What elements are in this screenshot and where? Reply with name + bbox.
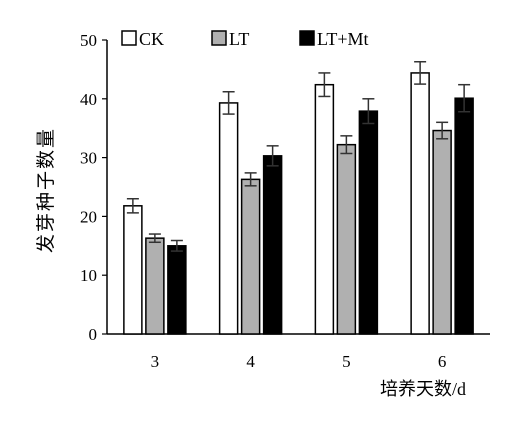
bar-ck-6 — [410, 72, 430, 335]
bar-ck-5 — [314, 83, 335, 335]
y-tick-label: 40 — [80, 90, 97, 109]
y-tick-label: 0 — [89, 325, 98, 344]
x-tick-label: 3 — [151, 352, 160, 371]
legend-label: LT+Mt — [317, 29, 369, 49]
bar-ck-4 — [218, 102, 239, 335]
x-tick-label: 4 — [246, 352, 255, 371]
chart-legend: CK LT LT+Mt — [121, 29, 369, 49]
bar-lt-mt-5 — [358, 110, 379, 335]
y-axis-label: 发芽种子数量 — [35, 127, 57, 253]
bar-lt-mt-4 — [262, 155, 283, 335]
legend-label: CK — [139, 29, 164, 49]
y-tick-label: 20 — [80, 207, 97, 226]
legend-label: LT — [229, 29, 249, 49]
bar-lt-6 — [432, 129, 452, 335]
y-tick-label: 50 — [80, 31, 97, 50]
legend-swatch — [211, 30, 227, 46]
legend-swatch — [299, 30, 315, 46]
bar-lt-mt-3 — [167, 245, 187, 335]
bar-lt-4 — [240, 178, 261, 335]
x-tick-label: 5 — [342, 352, 351, 371]
y-tick-label: 10 — [80, 266, 97, 285]
bar-lt-3 — [145, 237, 165, 335]
chart-bars — [123, 61, 474, 335]
bar-lt-5 — [336, 143, 357, 335]
bar-ck-3 — [123, 205, 143, 335]
x-axis-label: 培养天数/d — [380, 379, 466, 399]
y-tick-label: 30 — [80, 149, 97, 168]
legend-swatch — [121, 30, 137, 46]
x-tick-label: 6 — [438, 352, 447, 371]
bar-lt-mt-6 — [454, 97, 474, 335]
